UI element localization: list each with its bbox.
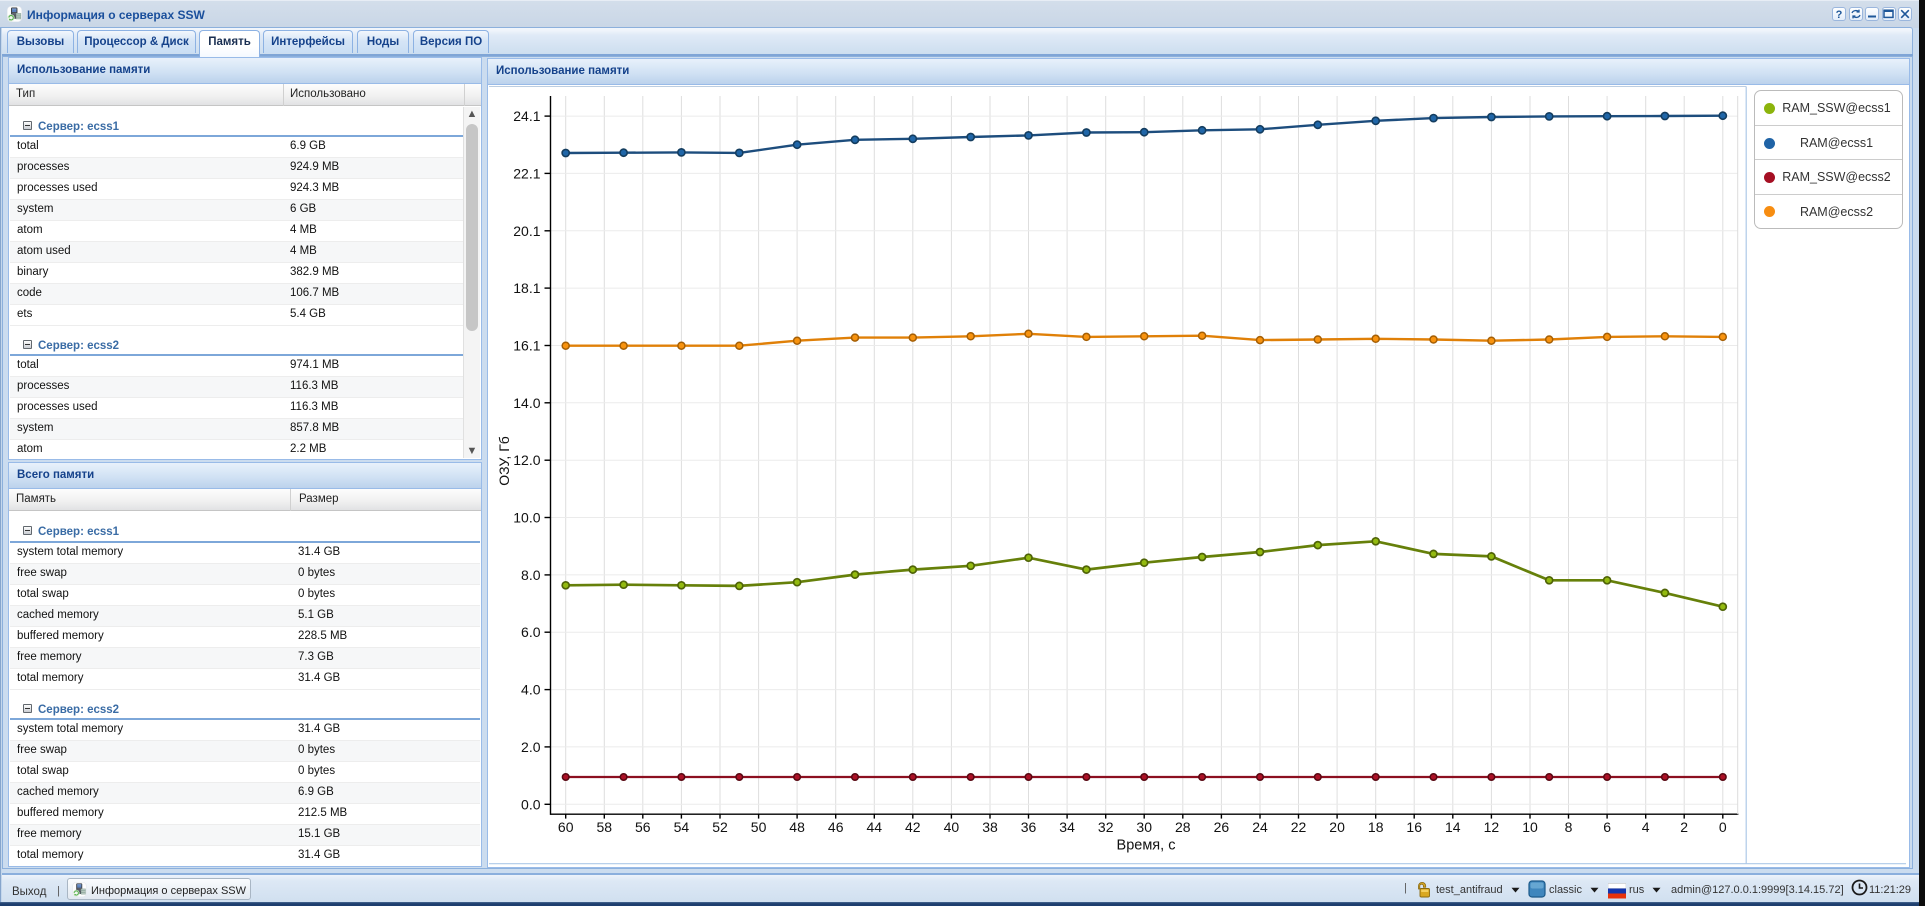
svg-text:38: 38 <box>982 819 998 835</box>
svg-text:20: 20 <box>1329 819 1345 835</box>
svg-text:12.0: 12.0 <box>513 452 540 468</box>
svg-text:58: 58 <box>597 819 613 835</box>
svg-text:48: 48 <box>789 819 805 835</box>
svg-text:24.1: 24.1 <box>513 108 540 124</box>
svg-text:54: 54 <box>674 819 690 835</box>
svg-text:4: 4 <box>1642 819 1650 835</box>
svg-text:10: 10 <box>1522 819 1538 835</box>
svg-text:0: 0 <box>1719 819 1727 835</box>
svg-text:50: 50 <box>751 819 767 835</box>
svg-text:ОЗУ, Гб: ОЗУ, Гб <box>496 436 512 486</box>
svg-text:52: 52 <box>712 819 728 835</box>
svg-text:10.0: 10.0 <box>513 510 540 526</box>
svg-text:4.0: 4.0 <box>521 682 541 698</box>
svg-text:18: 18 <box>1368 819 1384 835</box>
svg-text:24: 24 <box>1252 819 1268 835</box>
svg-text:14.0: 14.0 <box>513 395 540 411</box>
svg-text:30: 30 <box>1136 819 1152 835</box>
svg-text:22: 22 <box>1291 819 1307 835</box>
svg-text:60: 60 <box>558 819 574 835</box>
svg-text:0.0: 0.0 <box>521 796 541 812</box>
svg-text:26: 26 <box>1214 819 1230 835</box>
svg-text:56: 56 <box>635 819 651 835</box>
svg-text:36: 36 <box>1021 819 1037 835</box>
svg-text:18.1: 18.1 <box>513 280 540 296</box>
svg-text:2: 2 <box>1680 819 1688 835</box>
svg-text:Время, с: Время, с <box>1117 838 1176 854</box>
svg-text:40: 40 <box>944 819 960 835</box>
svg-text:8: 8 <box>1565 819 1573 835</box>
svg-text:6.0: 6.0 <box>521 624 541 640</box>
svg-text:6: 6 <box>1603 819 1611 835</box>
svg-text:42: 42 <box>905 819 921 835</box>
svg-text:14: 14 <box>1445 819 1461 835</box>
svg-text:16: 16 <box>1406 819 1422 835</box>
svg-text:8.0: 8.0 <box>521 567 541 583</box>
svg-text:32: 32 <box>1098 819 1114 835</box>
svg-text:2.0: 2.0 <box>521 739 541 755</box>
svg-text:22.1: 22.1 <box>513 165 540 181</box>
svg-text:44: 44 <box>867 819 883 835</box>
svg-text:16.1: 16.1 <box>513 338 540 354</box>
svg-text:46: 46 <box>828 819 844 835</box>
svg-text:12: 12 <box>1484 819 1500 835</box>
svg-text:34: 34 <box>1059 819 1075 835</box>
svg-text:28: 28 <box>1175 819 1191 835</box>
svg-text:20.1: 20.1 <box>513 223 540 239</box>
